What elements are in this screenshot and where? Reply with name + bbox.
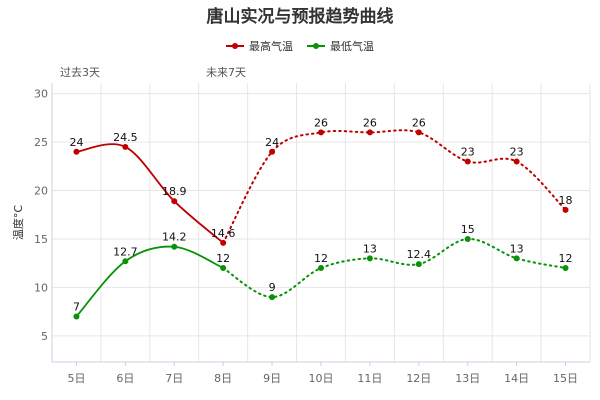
data-point-min: [122, 258, 129, 265]
y-tick-label: 15: [34, 233, 48, 246]
data-label-min: 12.7: [113, 245, 138, 258]
data-label-min: 12: [559, 252, 573, 265]
data-label-min: 13: [363, 242, 377, 255]
data-point-max: [415, 129, 422, 136]
data-label-max: 23: [510, 145, 524, 158]
legend: 最高气温 最低气温: [0, 38, 600, 54]
data-label-min: 7: [73, 300, 80, 313]
data-point-max: [220, 239, 227, 246]
data-label-max: 23: [461, 145, 475, 158]
data-point-max: [318, 129, 324, 136]
x-tick-label: 8日: [214, 372, 232, 385]
data-point-max: [366, 129, 373, 136]
data-point-min: [415, 261, 422, 268]
x-tick-label: 11日: [357, 372, 382, 385]
x-tick-label: 13日: [455, 372, 480, 385]
chart-title: 唐山实况与预报趋势曲线: [206, 7, 394, 27]
data-point-min: [318, 265, 324, 272]
data-point-max: [513, 158, 520, 165]
data-point-min: [220, 265, 227, 272]
data-point-max: [269, 148, 276, 155]
period-label-future: 未来7天: [206, 66, 246, 79]
data-point-min: [513, 255, 520, 262]
y-tick-label: 10: [34, 281, 48, 294]
data-label-min: 12: [216, 252, 230, 265]
data-label-min: 12: [314, 252, 328, 265]
data-point-max: [171, 198, 178, 205]
data-label-max: 18.9: [162, 185, 187, 198]
data-label-max: 18: [559, 194, 573, 207]
data-point-min: [366, 255, 373, 262]
data-label-min: 14.2: [162, 231, 187, 244]
series-line-min-forecast: [222, 237, 567, 299]
legend-swatch-min: [307, 43, 325, 49]
y-axis-title: 温度°C: [11, 205, 25, 240]
series-line-max-forecast: [222, 129, 567, 244]
y-tick-label: 20: [34, 185, 48, 198]
data-label-min: 13: [510, 242, 524, 255]
data-label-max: 26: [363, 116, 377, 129]
x-tick-label: 5日: [67, 372, 85, 385]
legend-label-min: 最低气温: [330, 40, 374, 53]
data-point-max: [122, 143, 129, 150]
x-tick-label: 10日: [309, 372, 334, 385]
data-point-max: [73, 148, 80, 155]
data-label-max: 24: [69, 136, 83, 149]
data-label-min: 12.4: [407, 248, 432, 261]
y-tick-label: 25: [34, 136, 48, 149]
legend-item-max[interactable]: 最高气温: [226, 38, 293, 54]
legend-item-min[interactable]: 最低气温: [307, 38, 374, 54]
data-point-min: [73, 313, 80, 320]
x-tick-label: 15日: [553, 372, 578, 385]
x-tick-label: 12日: [406, 372, 431, 385]
data-label-min: 15: [461, 223, 475, 236]
data-point-min: [171, 243, 178, 250]
data-label-min: 9: [269, 281, 276, 294]
data-point-max: [464, 158, 471, 165]
data-label-max: 26: [412, 116, 426, 129]
series-line-max-observed: [76, 143, 224, 244]
data-label-max: 24.5: [113, 131, 138, 144]
y-tick-label: 5: [41, 330, 48, 343]
data-label-max: 26: [314, 116, 328, 129]
period-label-past: 过去3天: [60, 66, 100, 79]
x-tick-label: 9日: [263, 372, 281, 385]
data-point-min: [562, 265, 569, 272]
series-line-min-observed: [75, 245, 224, 318]
x-tick-label: 7日: [165, 372, 183, 385]
data-label-max: 14.6: [211, 227, 236, 240]
data-point-max: [562, 206, 569, 213]
legend-label-max: 最高气温: [249, 40, 293, 53]
legend-swatch-max: [226, 43, 244, 49]
x-tick-label: 14日: [504, 372, 529, 385]
y-tick-label: 30: [34, 88, 48, 101]
data-point-min: [464, 235, 471, 242]
data-point-min: [269, 294, 276, 301]
x-tick-label: 6日: [116, 372, 134, 385]
data-label-max: 24: [265, 136, 279, 149]
